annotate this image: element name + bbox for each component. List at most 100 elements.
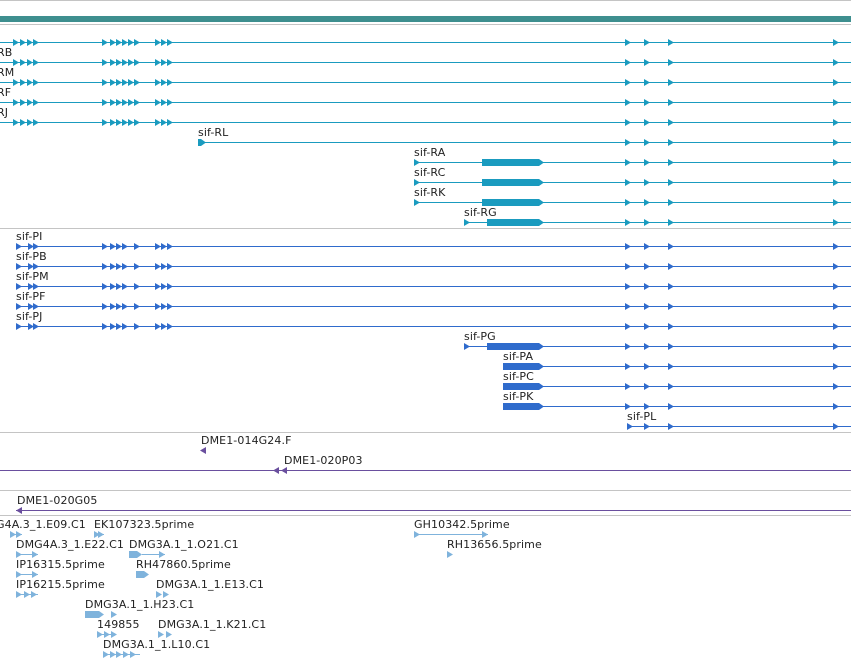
transcript-label[interactable]: RM <box>0 66 15 79</box>
exon-arrow <box>668 243 674 250</box>
transcript-label[interactable]: RJ <box>0 106 9 119</box>
est-label[interactable]: RH47860.5prime <box>136 558 231 571</box>
exon-arrow <box>130 651 136 658</box>
exon-arrow <box>33 323 39 330</box>
exon-arrow <box>110 59 116 66</box>
exon-arrow <box>122 59 128 66</box>
exon-arrow <box>116 119 122 126</box>
est-label[interactable]: GH10342.5prime <box>414 518 510 531</box>
exon-arrow <box>10 531 16 538</box>
exon-arrow <box>16 531 22 538</box>
exon-arrow <box>668 423 674 430</box>
est-label[interactable]: DMG3A.1_1.K21.C1 <box>158 618 267 631</box>
exon-arrow <box>161 263 167 270</box>
exon-arrow <box>94 531 100 538</box>
exon-arrow <box>13 59 19 66</box>
exon-arrow <box>167 99 173 106</box>
exon-arrow <box>156 591 162 598</box>
protein-label[interactable]: sif-PM <box>16 270 49 283</box>
exon-arrow <box>414 159 420 166</box>
transcript-label[interactable]: sif-RK <box>414 186 446 199</box>
transcript-label[interactable]: sif-RC <box>414 166 446 179</box>
exon-arrow <box>833 199 839 206</box>
protein-label[interactable]: sif-PL <box>627 410 657 423</box>
exon-arrow <box>625 403 631 410</box>
est-label[interactable]: G4A.3_1.E09.C1 <box>0 518 86 531</box>
exon-arrow <box>134 119 140 126</box>
exon-arrow <box>98 531 104 538</box>
exon-arrow <box>644 159 650 166</box>
protein-label[interactable]: sif-PG <box>464 330 496 343</box>
exon-arrow <box>116 39 122 46</box>
exon-arrow <box>644 179 650 186</box>
protein-label[interactable]: sif-PB <box>16 250 47 263</box>
protein-label[interactable]: sif-PK <box>503 390 534 403</box>
exon-arrow <box>668 119 674 126</box>
exon-arrow <box>668 79 674 86</box>
exon-arrow <box>33 263 39 270</box>
protein-label[interactable]: sif-PJ <box>16 310 43 323</box>
transcript-label[interactable]: RB <box>0 46 13 59</box>
est-label[interactable]: 149855 <box>97 618 140 631</box>
exon-arrow <box>116 243 122 250</box>
exon-arrow <box>833 243 839 250</box>
exon-block <box>487 343 544 350</box>
exon-arrow <box>625 243 631 250</box>
exon-arrow <box>155 303 161 310</box>
exon-arrow <box>464 219 470 226</box>
exon-arrow <box>625 383 631 390</box>
exon-block <box>482 179 544 186</box>
exon-block <box>482 199 544 206</box>
exon-arrow <box>833 383 839 390</box>
exon-arrow <box>644 383 650 390</box>
protein-label[interactable]: sif-PA <box>503 350 534 363</box>
protein-label[interactable]: sif-PC <box>503 370 534 383</box>
est-label[interactable]: IP16315.5prime <box>16 558 105 571</box>
est-label[interactable]: DMG3A.1_1.O21.C1 <box>129 538 239 551</box>
exon-arrow <box>134 323 140 330</box>
est-label[interactable]: IP16215.5prime <box>16 578 105 591</box>
exon-arrow <box>668 59 674 66</box>
transcript-label[interactable]: sif-RA <box>414 146 446 159</box>
est-label[interactable]: EK107323.5prime <box>94 518 195 531</box>
exon-arrow <box>13 79 19 86</box>
bac-clone-label[interactable]: DME1-020P03 <box>284 454 363 467</box>
exon-arrow <box>644 403 650 410</box>
bac-clone-label[interactable]: DME1-014G24.F <box>201 434 292 447</box>
est-label[interactable]: DMG4A.3_1.E22.C1 <box>16 538 125 551</box>
scale-band <box>0 16 851 22</box>
exon-arrow <box>32 551 38 558</box>
exon-arrow <box>833 159 839 166</box>
exon-arrow <box>122 243 128 250</box>
exon-block <box>85 611 104 618</box>
exon-arrow <box>110 651 116 658</box>
exon-arrow <box>833 283 839 290</box>
est-label[interactable]: DMG3A.1_1.E13.C1 <box>156 578 265 591</box>
exon-arrow <box>625 59 631 66</box>
exon-arrow <box>16 591 22 598</box>
est-label[interactable]: RH13656.5prime <box>447 538 542 551</box>
exon-arrow <box>167 283 173 290</box>
exon-arrow <box>167 323 173 330</box>
exon-arrow <box>128 119 134 126</box>
exon-arrow <box>161 79 167 86</box>
est-label[interactable]: DMG3A.1_1.H23.C1 <box>85 598 195 611</box>
protein-label[interactable]: sif-PI <box>16 230 43 243</box>
exon-arrow <box>668 403 674 410</box>
bac-clone-label[interactable]: DME1-020G05 <box>17 494 98 507</box>
exon-arrow <box>128 39 134 46</box>
exon-arrow <box>644 99 650 106</box>
exon-arrow <box>116 99 122 106</box>
protein-label[interactable]: sif-PF <box>16 290 46 303</box>
transcript-label[interactable]: sif-RL <box>198 126 229 139</box>
exon-arrow <box>28 283 34 290</box>
est-label[interactable]: DMG3A.1_1.L10.C1 <box>103 638 211 651</box>
exon-arrow <box>644 219 650 226</box>
exon-arrow <box>33 99 39 106</box>
transcript-label[interactable]: RF <box>0 86 12 99</box>
transcript-label[interactable]: sif-RG <box>464 206 497 219</box>
exon-arrow <box>110 119 116 126</box>
exon-arrow <box>833 79 839 86</box>
exon-arrow <box>123 651 129 658</box>
